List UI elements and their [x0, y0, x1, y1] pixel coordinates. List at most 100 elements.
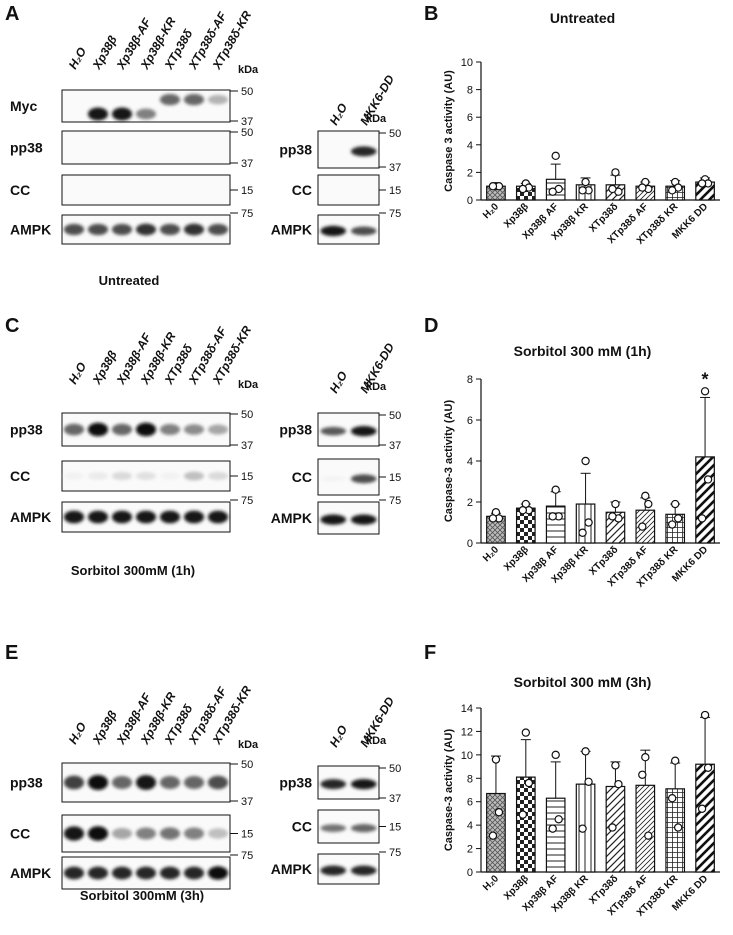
blot-band	[135, 422, 157, 437]
row-label: CC	[292, 469, 312, 485]
blot-row: pp38 50 37	[10, 759, 253, 808]
y-tick-label: 0	[467, 195, 473, 207]
side-kda-label: kDa	[366, 735, 387, 747]
panel-letter: D	[424, 315, 438, 337]
mw-marker: 37	[241, 116, 253, 128]
bar	[635, 784, 656, 873]
x-tick-label: H₂0	[481, 873, 501, 893]
blot-band	[63, 472, 85, 480]
data-point	[644, 831, 653, 840]
blot-band	[183, 471, 205, 481]
y-tick-label: 10	[461, 750, 473, 762]
blot-band	[87, 107, 109, 121]
row-label: AMPK	[10, 509, 51, 525]
data-point	[670, 756, 680, 765]
blot-band	[135, 866, 157, 880]
blot-band	[320, 779, 347, 790]
blot-band	[135, 775, 157, 790]
data-point	[614, 779, 623, 789]
data-point	[697, 804, 707, 813]
data-point	[551, 151, 560, 161]
blot-band	[63, 423, 85, 436]
y-axis-label: Caspase-3 activity (AU)	[443, 729, 455, 852]
panel-letter: B	[424, 3, 438, 25]
mw-marker: 37	[241, 796, 253, 808]
chart-d: D Sorbitol 300 mM (1h) 0 2 4 6 8 Caspase-3 acti…	[424, 315, 720, 590]
x-tick-label: Xp38β	[502, 201, 531, 230]
row-label: AMPK	[271, 861, 312, 877]
blot-band	[111, 776, 133, 789]
side-lane-label: H₂O	[327, 100, 351, 127]
y-tick-label: 8	[467, 374, 473, 386]
blot-band	[111, 828, 133, 839]
mw-marker: 15	[241, 471, 253, 483]
blot-band	[207, 828, 229, 839]
mw-marker: 50	[241, 409, 253, 421]
mw-marker: 37	[389, 162, 401, 174]
blot-row: AMPK 75	[10, 850, 253, 890]
mw-marker: 50	[389, 763, 401, 775]
mw-marker: 50	[389, 410, 401, 422]
chart-title: Sorbitol 300 mM (3h)	[514, 674, 652, 690]
side-kda-label: kDa	[366, 113, 387, 125]
data-point	[641, 491, 650, 501]
row-label: pp38	[279, 142, 312, 158]
data-point	[697, 514, 707, 523]
data-point	[611, 761, 620, 770]
blot-band	[207, 94, 229, 105]
blot-row: CC 15	[10, 174, 253, 206]
row-label: pp38	[10, 422, 43, 438]
row-label: CC	[10, 468, 30, 484]
data-point	[703, 763, 713, 772]
mw-marker: 50	[241, 127, 253, 139]
blot-caption: Untreated	[99, 273, 160, 288]
mw-marker: 37	[389, 440, 401, 452]
side-kda-label: kDa	[366, 381, 387, 393]
mw-marker: 15	[241, 185, 253, 197]
blot-band	[135, 827, 157, 840]
y-tick-label: 4	[467, 456, 473, 468]
blot-band	[350, 824, 377, 833]
y-tick-label: 2	[467, 844, 473, 856]
mw-marker: 37	[241, 440, 253, 452]
blot-band	[87, 422, 109, 437]
mw-marker: 75	[389, 847, 401, 859]
y-axis-label: Caspase 3 activity (AU)	[443, 70, 455, 192]
blot-row: CC 15	[10, 460, 253, 492]
blot-band	[159, 472, 181, 480]
mw-marker: 75	[241, 208, 253, 220]
blot-band	[63, 866, 85, 880]
blot-band	[350, 865, 377, 876]
blot-band	[183, 93, 205, 106]
data-point	[638, 770, 647, 779]
chart-b: B Untreated 0 2 4 6 8 10 Caspase 3 activity (AU)…	[424, 3, 720, 247]
y-tick-label: 0	[467, 538, 473, 550]
y-tick-label: 6	[467, 797, 473, 809]
mw-marker: 50	[241, 86, 253, 98]
blot-frame	[61, 174, 231, 206]
data-point	[667, 794, 677, 803]
row-label: pp38	[279, 422, 312, 438]
mw-marker: 75	[241, 495, 253, 507]
data-point	[548, 512, 557, 521]
row-label: pp38	[10, 775, 43, 791]
blot-band	[159, 223, 181, 236]
blot-frame	[61, 130, 231, 165]
blot-band	[111, 471, 133, 481]
bar-charts: B Untreated 0 2 4 6 8 10 Caspase 3 activity (AU)…	[424, 3, 720, 919]
blot-band	[111, 866, 133, 880]
row-label: CC	[292, 182, 312, 198]
blot-band	[207, 223, 229, 236]
x-tick-label: H₂0	[481, 201, 501, 221]
blot-band	[111, 223, 133, 236]
blot-band	[111, 107, 133, 121]
data-point	[521, 728, 531, 737]
row-label: Myc	[10, 98, 37, 114]
blot-band	[135, 223, 157, 236]
blot-band	[350, 779, 377, 790]
mw-marker: 50	[241, 759, 253, 771]
data-point	[673, 823, 683, 832]
data-point	[611, 499, 620, 509]
data-point	[488, 514, 498, 523]
